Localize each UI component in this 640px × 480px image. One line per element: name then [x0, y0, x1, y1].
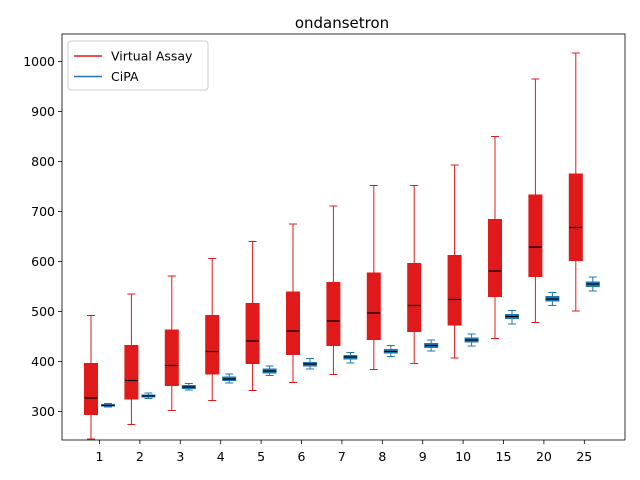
legend: Virtual Assay CiPA — [67, 40, 209, 91]
virtual-assay-box-20 — [528, 78, 543, 323]
cipa-box-2 — [141, 392, 156, 399]
box-iqr — [407, 263, 422, 332]
cipa-box-9 — [424, 339, 439, 352]
virtual-assay-box-9 — [407, 185, 422, 364]
virtual-assay-box-7 — [326, 205, 341, 375]
x-tick-label: 9 — [419, 449, 427, 464]
cipa-box-7 — [343, 352, 358, 364]
y-tick-label: 700 — [31, 204, 55, 219]
axes-layer: 300 400 500 600 700 800 900 1000 1 2 3 4 5 6 7 8 9 10 15 20… — [23, 54, 592, 464]
x-tick-label: 15 — [496, 449, 512, 464]
x-tick-label: 7 — [338, 449, 346, 464]
box-iqr — [245, 303, 260, 364]
x-tick-label: 6 — [298, 449, 306, 464]
box-iqr — [568, 173, 583, 261]
x-tick-label: 4 — [217, 449, 225, 464]
box-iqr — [205, 315, 220, 375]
virtual-assay-box-1 — [84, 315, 98, 440]
cipa-box-8 — [383, 345, 398, 357]
box-iqr — [84, 363, 98, 415]
y-tick-label: 400 — [31, 354, 55, 369]
box-iqr — [528, 194, 543, 277]
y-tick-label: 500 — [31, 304, 55, 319]
axes-spines — [61, 33, 626, 441]
virtual-assay-box-6 — [286, 223, 300, 383]
x-tick-label: 20 — [536, 449, 552, 464]
virtual-assay-box-2 — [124, 293, 139, 425]
cipa-box-10 — [464, 333, 479, 347]
virtual-assay-box-5 — [245, 241, 260, 391]
virtual-assay-box-4 — [205, 258, 220, 401]
chart-title: ondansetron — [295, 14, 389, 32]
cipa-box-1 — [101, 403, 115, 408]
box-iqr — [326, 282, 341, 346]
legend-label-virtual-assay: Virtual Assay — [111, 49, 193, 64]
legend-box — [67, 40, 209, 91]
cipa-box-4 — [222, 373, 237, 384]
virtual-assay-box-10 — [447, 164, 462, 359]
cipa-box-5 — [262, 365, 277, 376]
cipa-box-25 — [585, 276, 600, 292]
x-tick-label: 25 — [576, 449, 592, 464]
x-tick-label: 5 — [257, 449, 265, 464]
cipa-box-15 — [505, 310, 519, 325]
cipa-box-20 — [545, 292, 560, 306]
plot-frame — [61, 33, 626, 441]
x-tick-label: 10 — [455, 449, 471, 464]
virtual-assay-box-8 — [366, 185, 381, 370]
boxes-layer — [84, 52, 600, 440]
virtual-assay-box-25 — [568, 52, 583, 312]
x-tick-label: 8 — [378, 449, 386, 464]
y-tick-label: 1000 — [23, 54, 55, 69]
box-iqr — [447, 255, 462, 326]
box-iqr — [164, 329, 179, 386]
box-iqr — [488, 219, 502, 297]
y-tick-label: 800 — [31, 154, 55, 169]
x-tick-label: 2 — [136, 449, 144, 464]
x-tick-label: 1 — [96, 449, 104, 464]
virtual-assay-box-3 — [164, 275, 179, 411]
box-iqr — [286, 291, 300, 355]
box-iqr — [366, 272, 381, 340]
box-iqr — [124, 345, 139, 400]
virtual-assay-box-15 — [488, 136, 502, 339]
cipa-box-6 — [303, 358, 317, 370]
y-tick-label: 300 — [31, 404, 55, 419]
y-tick-label: 900 — [31, 104, 55, 119]
y-tick-label: 600 — [31, 254, 55, 269]
legend-label-cipa: CiPA — [111, 69, 139, 84]
x-tick-label: 3 — [176, 449, 184, 464]
cipa-box-3 — [181, 383, 196, 391]
